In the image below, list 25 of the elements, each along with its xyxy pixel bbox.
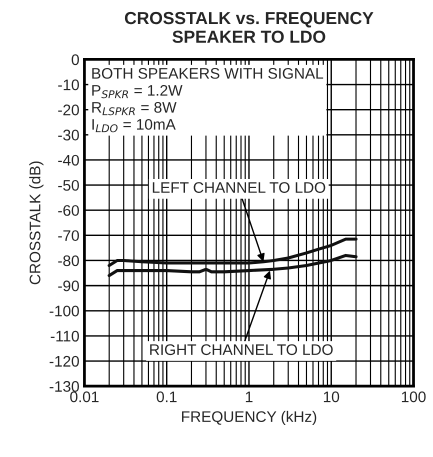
x-tick-label: 10 <box>324 391 340 402</box>
y-tick-label: -130 <box>50 381 79 392</box>
y-tick-label: -100 <box>50 306 79 316</box>
y-tick-label: -60 <box>58 205 79 216</box>
x-tick-label: 0.1 <box>156 391 177 402</box>
y-tick-label: -20 <box>58 104 79 116</box>
y-tick-label: -40 <box>58 154 79 166</box>
y-tick-label: -80 <box>58 255 79 266</box>
x-tick-label: 100 <box>402 391 426 402</box>
y-tick-label: -30 <box>58 130 79 140</box>
y-tick-label: -50 <box>58 180 79 191</box>
y-tick-label: -110 <box>50 330 79 342</box>
x-axis-title: FREQUENCY (kHz) <box>182 410 316 426</box>
y-axis-title: CROSSTALK (dB) <box>29 161 44 284</box>
y-tick-label: -90 <box>58 280 79 292</box>
y-tick-label: -120 <box>50 356 79 367</box>
annotation: RIGHT CHANNEL TO LDO <box>150 344 333 356</box>
y-tick-label: 0 <box>72 54 79 66</box>
x-tick-label: 1 <box>246 392 252 402</box>
chart-title: CROSSTALK vs. FREQUENCY SPEAKER TO LDO <box>124 12 374 43</box>
y-tick-label: -70 <box>58 230 79 242</box>
x-tick-label: 0.01 <box>70 391 99 402</box>
text: BOTH SPEAKERS WITH SIGNAL P$_{SPKR}$ = 1.2W R$_{LSPKR}$ = 8W I$_{LDO}$ = 10mA <box>92 68 324 132</box>
y-tick-label: -10 <box>58 79 79 90</box>
annotation: LEFT CHANNEL TO LDO <box>152 182 326 193</box>
